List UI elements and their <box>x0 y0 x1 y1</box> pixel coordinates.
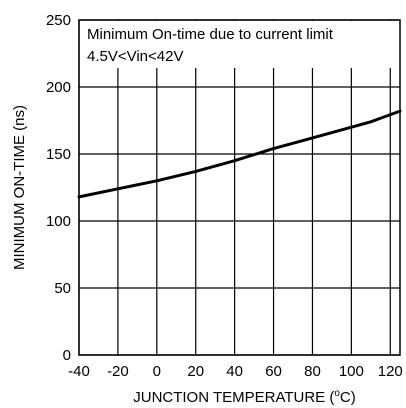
x-axis-title-main: JUNCTION TEMPERATURE ( <box>133 389 334 406</box>
x-tick-label: 0 <box>153 363 161 380</box>
x-axis-title-superscript: o <box>334 388 340 399</box>
annotation-box: Minimum On-time due to current limit 4.5… <box>80 21 399 68</box>
x-tick-label: -20 <box>107 363 129 380</box>
y-tick-label: 100 <box>46 213 71 230</box>
x-tick-label: 100 <box>339 363 364 380</box>
grid-layer <box>78 19 400 356</box>
x-tick-label: 60 <box>265 363 282 380</box>
x-tick-label: 20 <box>187 363 204 380</box>
y-axis-title: MINIMUM ON-TIME (ns) <box>11 105 28 270</box>
y-tick-label: 200 <box>46 79 71 96</box>
y-tick-label: 250 <box>46 12 71 29</box>
x-tick-label: 80 <box>304 363 321 380</box>
annotation-background <box>80 21 399 68</box>
annotation-line-1: Minimum On-time due to current limit <box>87 26 334 43</box>
x-tick-label: 120 <box>378 363 403 380</box>
series-line <box>77 109 402 199</box>
plot-frame <box>78 19 401 356</box>
y-tick-label: 50 <box>54 280 71 297</box>
tick-layer: -40 -20 0 20 40 60 80 100 120 0 50 100 150 200 250 <box>46 12 403 380</box>
x-axis-title-suffix: C) <box>340 389 356 406</box>
y-tick-label: 0 <box>63 347 71 364</box>
x-axis-title: JUNCTION TEMPERATURE (oC) <box>133 388 356 406</box>
x-tick-label: 40 <box>226 363 243 380</box>
annotation-line-2: 4.5V<Vin<42V <box>87 48 183 65</box>
y-tick-label: 150 <box>46 146 71 163</box>
series-layer <box>77 109 402 199</box>
x-tick-label: -40 <box>68 363 90 380</box>
